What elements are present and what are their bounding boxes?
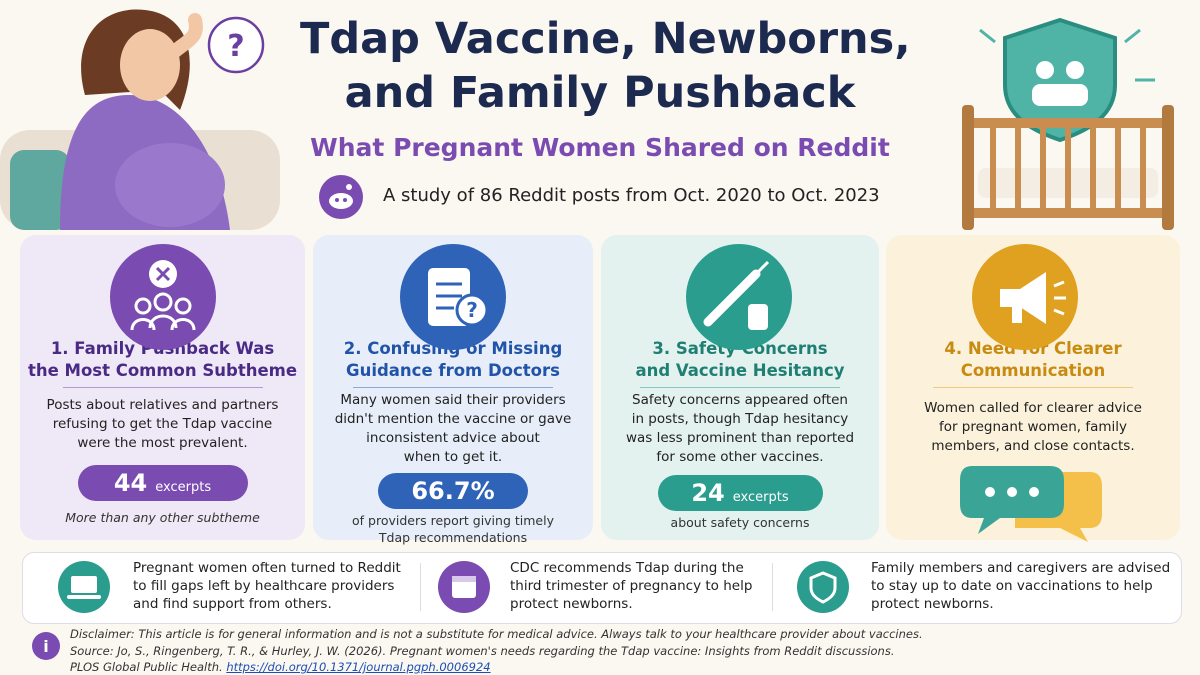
fact-text: to stay up to date on vaccinations to he… [871,578,1153,594]
ray [979,28,996,44]
speech-bubbles [960,466,1102,542]
family-icon [1032,84,1088,106]
title-line: and Family Pushback [344,68,856,118]
laptop-icon [58,561,110,613]
stat-note: Tdap recommendations [378,530,528,545]
stat-value: 66.7% [411,477,495,505]
card-body: didn't mention the vaccine or gave [334,411,572,427]
title-line: Tdap Vaccine, Newborns, [300,14,911,64]
crib-slats [990,128,1146,208]
journal: PLOS Global Public Health. [70,660,223,674]
fact-text: protect newborns. [871,596,994,612]
crib-illustration [962,17,1174,230]
svg-text:i: i [43,637,48,656]
doi-link[interactable]: https://doi.org/10.1371/journal.pgph.000… [226,660,491,674]
card-body: Safety concerns appeared often [632,392,848,408]
stat-unit: excerpts [155,480,212,495]
pillow [10,150,70,230]
stat-pill: 66.7% [378,473,528,509]
fact-text: CDC recommends Tdap during the [510,560,744,576]
stat-pill: 44 excerpts [77,465,248,501]
fact-text: protect newborns. [510,596,633,612]
divider [420,563,421,611]
facts-strip [22,552,1182,624]
stat-note: about safety concerns [670,515,810,530]
stat-note: of providers report giving timely [352,513,554,528]
family-icon [1036,61,1054,79]
crib-post [962,105,974,230]
shield [1003,17,1117,143]
card-body: was less prominent than reported [625,430,855,446]
stat-value: 24 [691,479,725,507]
stat-unit: excerpts [732,490,789,505]
card-body: members, and close contacts. [931,438,1135,454]
card-body: Posts about relatives and partners [46,397,279,413]
card-heading: and Vaccine Hesitancy [635,361,845,380]
card-heading: Guidance from Doctors [346,361,560,380]
arm [158,13,203,67]
card-body: in posts, though Tdap hesitancy [631,411,849,427]
face [120,29,180,101]
heading-divider [640,387,840,388]
crib-post [1162,105,1174,230]
question-bubble [207,16,265,74]
subtitle: What Pregnant Women Shared on Reddit [310,133,890,162]
card-heading: Communication [960,361,1106,380]
card-body: for pregnant women, family [938,419,1128,435]
card-icon [972,244,1078,350]
heading-divider [353,387,553,388]
info-icon: i [32,632,60,660]
question-mark: ? [227,29,244,64]
ray [1124,28,1141,44]
card-body: Many women said their providers [340,392,566,408]
crib-rail [962,208,1172,218]
reddit-icon [319,175,363,219]
card-icon: ? [400,244,506,350]
svg-text:?: ? [466,298,478,322]
belly [115,143,225,227]
shield-icon [797,561,849,613]
fact-text: third trimester of pregnancy to help [510,578,753,594]
divider [772,563,773,611]
stat-note: More than any other subtheme [65,510,260,525]
card-icon [686,244,792,350]
fact-text: to fill gaps left by healthcare provider… [133,578,395,594]
card-body: for some other vaccines. [656,449,824,465]
card-body: inconsistent advice about [366,430,540,446]
heading-divider [62,387,263,388]
fact-text: Family members and caregivers are advise… [871,560,1171,576]
disclaimer: Disclaimer: This article is for general … [70,627,923,641]
heading-divider [933,387,1133,388]
card-heading: the Most Common Subtheme [27,361,298,380]
stat-pill: 24 excerpts [657,475,823,511]
fact-text: Pregnant women often turned to Reddit [133,560,401,576]
card-body: Women called for clearer advice [924,400,1142,416]
family-icon [1066,61,1084,79]
fact-text: and find support from others. [133,596,332,612]
study-info: A study of 86 Reddit posts from Oct. 202… [383,185,880,206]
card-body: when to get it. [403,449,503,465]
source: Source: Jo, S., Ringenberg, T. R., & Hur… [70,644,895,658]
card-icon [110,244,216,350]
calendar-icon [438,561,490,613]
card-body: refusing to get the Tdap vaccine [52,416,273,432]
card-body: were the most prevalent. [77,435,248,451]
crib-rail [962,118,1172,128]
woman-illustration: ? [0,9,280,230]
source-journal: PLOS Global Public Health. https://doi.o… [70,660,491,674]
stat-value: 44 [113,469,148,497]
